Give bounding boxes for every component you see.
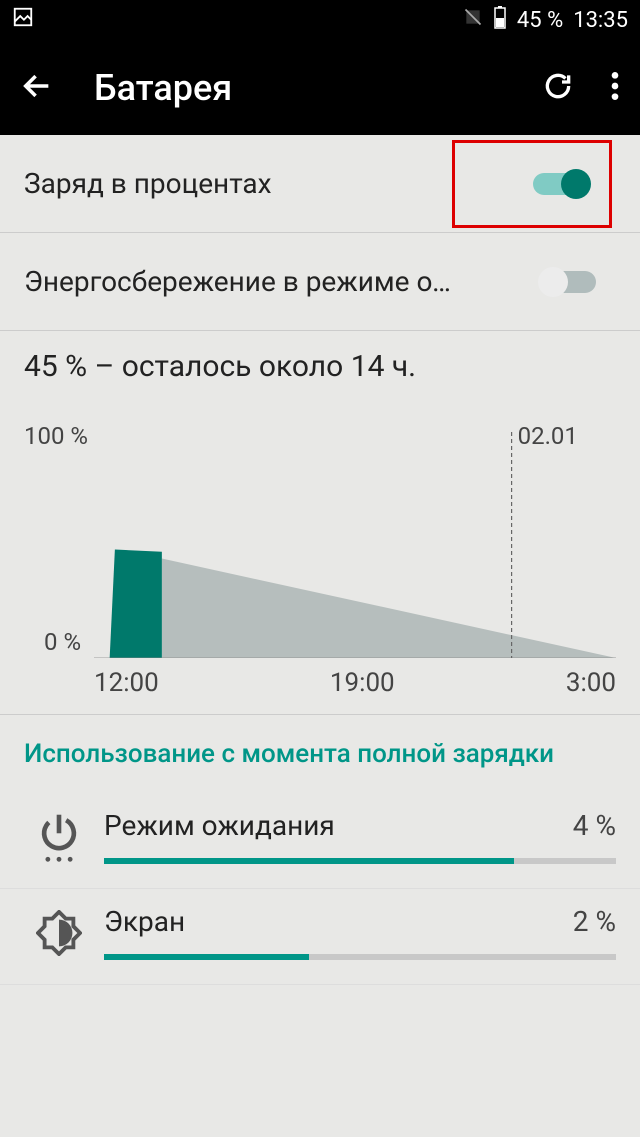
usage-item-screen[interactable]: Экран 2 % (0, 889, 640, 985)
battery-percent-toggle-highlight (452, 140, 612, 228)
battery-icon (493, 5, 507, 35)
usage-bar (104, 858, 616, 864)
battery-percent-row[interactable]: Заряд в процентах (0, 135, 640, 233)
battery-saver-toggle[interactable] (540, 271, 596, 293)
power-icon (24, 811, 94, 863)
picture-icon (12, 6, 34, 34)
status-bar: 45 % 13:35 (0, 0, 640, 40)
refresh-button[interactable] (542, 70, 574, 106)
usage-bar (104, 954, 616, 960)
brightness-icon (24, 910, 94, 956)
chart-x-label: 19:00 (330, 668, 395, 698)
usage-item-name: Экран (104, 905, 561, 938)
usage-item-name: Режим ожидания (104, 809, 561, 842)
battery-chart-section[interactable]: 45 % – осталось около 14 ч. 100 % 0 % 02… (0, 331, 640, 715)
page-title: Батарея (94, 67, 542, 109)
back-button[interactable] (20, 69, 54, 107)
app-bar: Батарея (0, 40, 640, 135)
chart-x-label: 12:00 (94, 668, 159, 698)
chart-x-label: 3:00 (566, 668, 616, 698)
battery-pct-text: 45 % (517, 8, 563, 33)
battery-saver-toggle-wrap (456, 238, 616, 326)
usage-item-pct: 2 % (561, 905, 616, 938)
chart-y-top: 100 % (24, 422, 88, 450)
battery-chart-title: 45 % – осталось около 14 ч. (24, 349, 616, 384)
chart-x-labels: 12:00 19:00 3:00 (94, 668, 616, 698)
battery-percent-label: Заряд в процентах (24, 167, 452, 200)
battery-saver-row[interactable]: Энергосбережение в режиме ожи.. (0, 233, 640, 331)
battery-chart: 100 % 0 % 02.01 12:00 19:00 3:00 (24, 408, 616, 708)
battery-saver-label: Энергосбережение в режиме ожи.. (24, 265, 456, 298)
usage-header: Использование с момента полной зарядки (0, 715, 640, 793)
chart-y-bot: 0 % (44, 628, 81, 656)
clock-text: 13:35 (573, 8, 628, 33)
usage-item-pct: 4 % (561, 809, 616, 842)
battery-percent-toggle[interactable] (533, 173, 589, 195)
no-sim-icon (463, 7, 483, 33)
overflow-menu-button[interactable] (610, 70, 620, 106)
usage-item-standby[interactable]: Режим ожидания 4 % (0, 793, 640, 889)
